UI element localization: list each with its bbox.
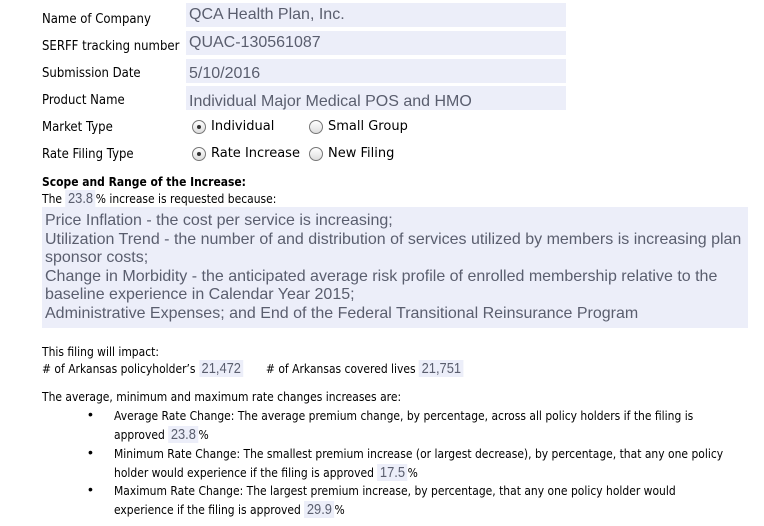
market-type-individual[interactable]: Individual [192,119,274,134]
impact-line: # of Arkansas policyholder’s 21,472 # of … [42,360,464,377]
maximum-rate-item: Maximum Rate Change: The largest premium… [114,483,676,518]
policyholders-field[interactable]: 21,472 [198,360,244,377]
radio-selected-icon[interactable] [192,146,206,161]
market-type-small-group[interactable]: Small Group [309,119,408,134]
product-name-field[interactable]: Individual Major Medical POS and HMO [186,86,566,110]
rate-filing-new-filing[interactable]: New Filing [309,146,394,161]
serff-label: SERFF tracking number [42,39,180,54]
market-type-label: Market Type [42,120,113,135]
bullet-icon: • [88,444,93,460]
reasons-textarea[interactable]: Price Inflation - the cost per service i… [42,207,748,328]
average-rate-item: Average Rate Change: The average premium… [114,408,694,443]
rate-filing-rate-increase[interactable]: Rate Increase [192,146,300,161]
product-name-label: Product Name [42,93,125,108]
minimum-rate-field[interactable]: 17.5 [377,464,408,481]
company-label: Name of Company [42,12,151,27]
rates-heading: The average, minimum and maximum rate ch… [42,389,402,404]
minimum-rate-item: Minimum Rate Change: The smallest premiu… [114,446,724,481]
impact-heading: This filing will impact: [42,344,159,359]
bullet-icon: • [88,406,93,422]
company-field[interactable]: QCA Health Plan, Inc. [186,3,566,27]
average-rate-field[interactable]: 23.8 [168,426,199,443]
bullet-icon: • [88,481,93,497]
scope-heading: Scope and Range of the Increase: [42,174,246,189]
radio-unselected-icon[interactable] [309,119,323,134]
serff-field[interactable]: QUAC-130561087 [186,31,566,55]
scope-sentence: The 23.8% increase is requested because: [42,190,277,207]
submission-date-field[interactable]: 5/10/2016 [186,59,566,83]
radio-unselected-icon[interactable] [309,146,323,161]
covered-lives-field[interactable]: 21,751 [419,360,464,377]
scope-percent-field[interactable]: 23.8 [65,190,96,207]
maximum-rate-field[interactable]: 29.9 [304,501,335,518]
submission-date-label: Submission Date [42,66,141,81]
radio-selected-icon[interactable] [192,119,206,134]
rate-filing-type-label: Rate Filing Type [42,147,134,162]
